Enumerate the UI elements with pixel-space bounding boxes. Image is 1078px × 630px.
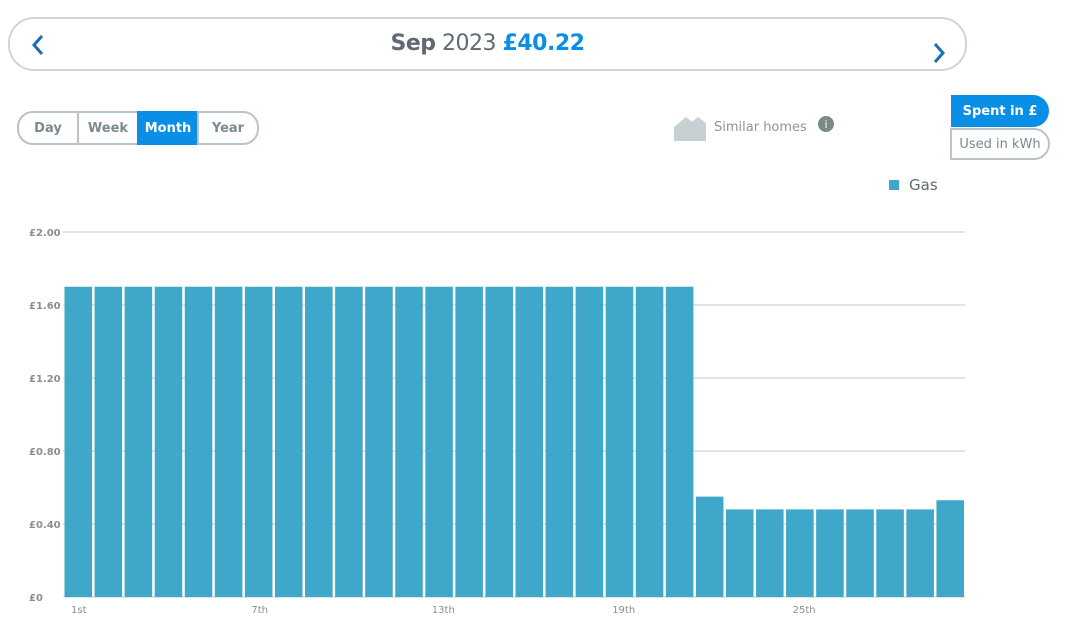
- y-tick-label: £2.00: [29, 228, 61, 239]
- period-tabs: Day Week Month Year: [17, 111, 259, 145]
- info-icon[interactable]: i: [817, 115, 835, 133]
- bar: [756, 509, 784, 597]
- period-tab[interactable]: Week: [77, 111, 139, 145]
- bar: [906, 509, 934, 597]
- similar-homes[interactable]: Similar homes i: [672, 113, 835, 141]
- prev-arrow[interactable]: [26, 30, 56, 60]
- x-tick-label: 25th: [793, 605, 816, 616]
- bar: [515, 286, 544, 597]
- svg-text:i: i: [824, 118, 827, 131]
- legend-label: Gas: [909, 176, 938, 194]
- y-tick-label: £0.40: [29, 520, 61, 531]
- x-tick-label: 19th: [612, 605, 635, 616]
- total: £40.22: [502, 31, 585, 56]
- header-text: Sep 2023 £40.22: [10, 31, 965, 56]
- unit-toggle[interactable]: Spent in £: [951, 95, 1049, 127]
- bar: [154, 286, 183, 597]
- bar: [244, 286, 273, 597]
- bar: [184, 286, 213, 597]
- next-arrow[interactable]: [925, 38, 955, 68]
- bar: [485, 286, 513, 597]
- x-tick-label: 13th: [432, 605, 455, 616]
- bar: [575, 286, 604, 597]
- bar: [305, 286, 333, 597]
- month-header: Sep 2023 £40.22: [8, 17, 967, 71]
- bar: [274, 286, 303, 597]
- bar: [395, 286, 423, 597]
- y-tick-label: £0.80: [29, 447, 61, 458]
- bar: [365, 286, 393, 597]
- bar: [635, 286, 664, 597]
- x-tick-label: 7th: [251, 605, 268, 616]
- bar: [605, 286, 634, 597]
- bar: [124, 286, 153, 597]
- bar: [455, 286, 483, 597]
- y-tick-label: £1.20: [29, 374, 61, 385]
- bar: [846, 509, 874, 597]
- period-tab[interactable]: Year: [197, 111, 259, 145]
- similar-homes-label: Similar homes: [714, 119, 807, 135]
- legend-swatch: [889, 180, 899, 190]
- bar: [786, 509, 814, 597]
- bar: [725, 509, 754, 597]
- bar: [695, 496, 724, 597]
- bar: [425, 286, 453, 597]
- bar: [816, 509, 844, 597]
- x-tick-label: 1st: [71, 605, 87, 616]
- bar: [64, 286, 93, 597]
- y-tick-label: £0: [29, 593, 43, 604]
- y-tick-label: £1.60: [29, 301, 61, 312]
- month: Sep: [390, 31, 437, 56]
- period-tab[interactable]: Day: [17, 111, 79, 145]
- bar: [876, 509, 904, 597]
- bar: [936, 500, 964, 597]
- period-tab[interactable]: Month: [137, 111, 199, 145]
- bar: [335, 286, 363, 597]
- bar: [214, 286, 243, 597]
- house-icon: [674, 117, 706, 141]
- bar: [94, 286, 123, 597]
- bar: [545, 286, 574, 597]
- year: 2023: [442, 31, 497, 56]
- unit-toggle[interactable]: Used in kWh: [950, 128, 1050, 160]
- bar: [665, 286, 694, 597]
